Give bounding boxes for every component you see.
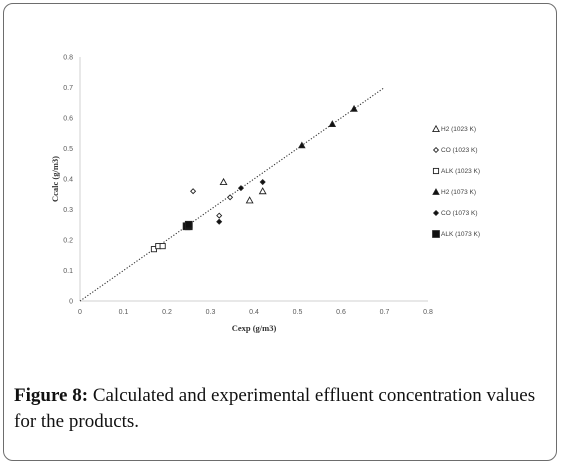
figure-frame: [3, 3, 557, 461]
data-point: [159, 243, 166, 250]
data-point: [150, 246, 158, 253]
parity-line: [79, 87, 385, 302]
legend-marker: [432, 209, 440, 217]
y-tick-label: 0.2: [63, 238, 73, 245]
data-point: [227, 194, 234, 201]
data-point: [219, 177, 228, 186]
data-point: [216, 212, 223, 219]
legend-marker: [432, 146, 440, 154]
y-tick-label: 0.6: [63, 116, 73, 123]
data-point: [328, 120, 337, 127]
x-tick-label: 0.2: [162, 309, 172, 316]
parity-line-path: [79, 87, 385, 302]
legend-marker: [432, 124, 440, 133]
x-tick-label: 0.3: [206, 309, 216, 316]
x-tick-label: 0.7: [380, 309, 390, 316]
scatter-chart: 0 0.1 0.2 0.3 0.4 0.5 0.6 0.7 0.8 0 0.1 0.2 0.3 0.4 0.…: [50, 55, 480, 334]
y-tick-label: 0.3: [63, 207, 73, 214]
chart-axes: [79, 57, 428, 302]
x-tick-label: 0.4: [249, 309, 259, 316]
data-point: [259, 179, 266, 186]
legend-label: CO (1073 K): [441, 210, 478, 217]
data-point: [258, 187, 267, 195]
data-point: [184, 220, 193, 229]
legend-marker: [432, 167, 440, 175]
y-tick-label: 0.4: [63, 177, 73, 184]
chart-ticks: 0 0.1 0.2 0.3 0.4 0.5 0.6 0.7 0.8 0 0.1 0.2 0.3 0.4 0.…: [63, 55, 433, 317]
legend-marker: [432, 188, 440, 195]
y-tick-label: 0.5: [63, 146, 73, 153]
y-tick-label: 0.8: [63, 55, 73, 62]
y-tick-label: 0.1: [63, 268, 73, 275]
chart-legend: H2 (1023 K) CO (1023 K) ALK (1023 K) H2 (10…: [432, 124, 480, 238]
data-point: [245, 196, 254, 204]
x-tick-label: 0: [78, 309, 82, 316]
legend-marker: [432, 230, 440, 238]
y-tick-label: 0.7: [63, 85, 73, 92]
data-point: [237, 185, 244, 192]
data-point: [298, 141, 306, 149]
caption-text: Calculated and experimental effluent con…: [14, 385, 536, 432]
legend-label: ALK (1023 K): [441, 168, 480, 175]
legend-label: ALK (1073 K): [441, 231, 480, 238]
y-tick-label: 0: [69, 299, 73, 306]
y-axis-title: Ccalc (g/m3): [50, 156, 60, 202]
caption-label: Figure 8:: [14, 385, 89, 406]
data-point: [190, 188, 197, 195]
x-axis-title: Cexp (g/m3): [232, 323, 277, 333]
chart-points: [150, 104, 358, 253]
data-point: [216, 218, 223, 225]
x-tick-label: 0.5: [293, 309, 303, 316]
data-point: [350, 104, 358, 112]
legend-label: H2 (1073 K): [441, 189, 476, 196]
legend-label: H2 (1023 K): [441, 126, 476, 133]
x-tick-label: 0.6: [336, 309, 346, 316]
figure-caption: Figure 8: Calculated and experimental ef…: [14, 383, 550, 435]
x-tick-label: 0.1: [119, 309, 129, 316]
x-tick-label: 0.8: [423, 309, 433, 316]
legend-label: CO (1023 K): [441, 147, 478, 154]
